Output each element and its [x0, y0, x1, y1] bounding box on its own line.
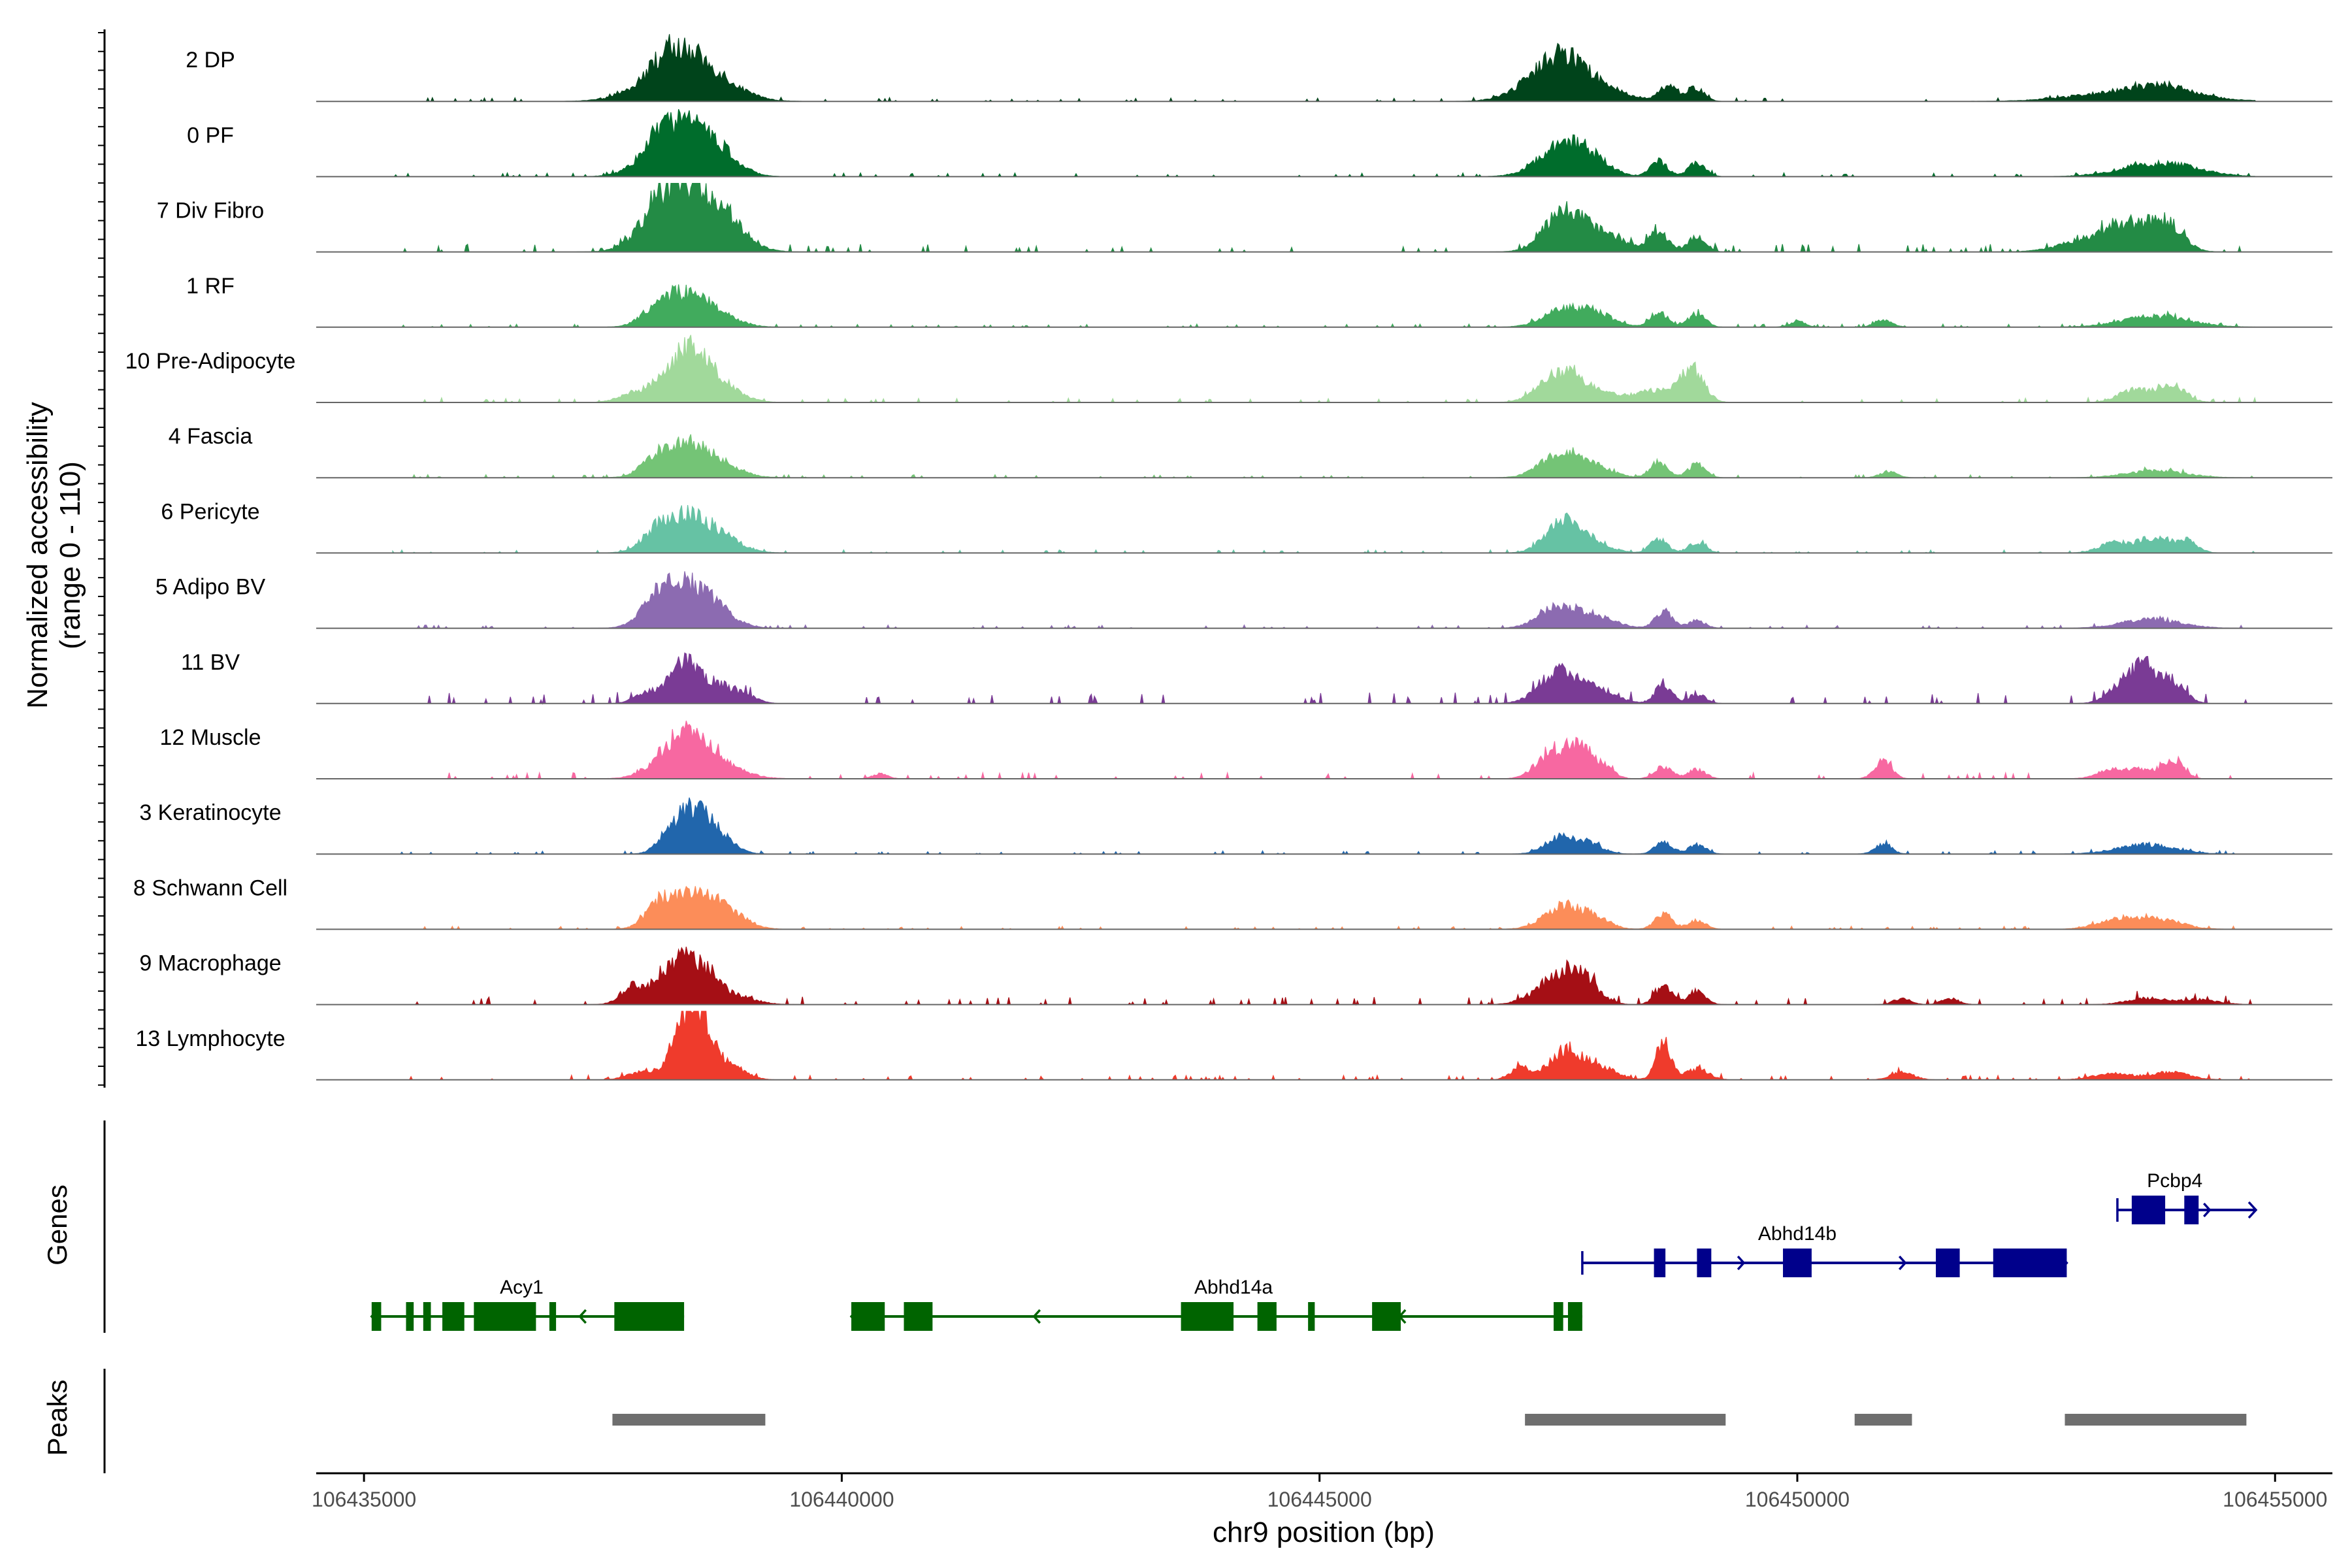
track-label: 10 Pre-Adipocyte	[125, 349, 296, 374]
exon	[1567, 1302, 1582, 1331]
exon	[1697, 1249, 1712, 1277]
gene-acy1: Acy1	[370, 1277, 685, 1331]
track-label: 6 Pericyte	[161, 499, 259, 524]
exon	[2131, 1196, 2166, 1224]
exon	[1257, 1302, 1277, 1331]
peaks-layer	[612, 1414, 2247, 1426]
genes-layer: Acy1 Abhd14a Abhd14b Pcbp4	[370, 1170, 2258, 1331]
track-13-lymphocyte: 13 Lymphocyte	[135, 1011, 2332, 1081]
exon	[1993, 1249, 2067, 1277]
track-label: 13 Lymphocyte	[135, 1026, 285, 1051]
track-0-pf: 0 PF	[187, 108, 2332, 178]
genes-panel-title: Genes	[42, 1184, 73, 1266]
peak-region	[2065, 1414, 2247, 1426]
track-label: 12 Muscle	[160, 725, 261, 750]
track-10-pre-adipocyte: 10 Pre-Adipocyte	[125, 335, 2332, 404]
track-1-rf: 1 RF	[186, 274, 2332, 328]
strand-arrow	[1032, 1309, 1041, 1324]
x-tick-label: 106450000	[1745, 1488, 1850, 1511]
exon	[1372, 1302, 1401, 1331]
x-axis-title: chr9 position (bp)	[1213, 1516, 1435, 1548]
x-tick-label: 106435000	[312, 1488, 416, 1511]
track-label: 5 Adipo BV	[155, 575, 266, 600]
peak-region	[1854, 1414, 1912, 1426]
y-axis-title-line2: (range 0 - 110)	[54, 461, 86, 649]
exon	[1783, 1249, 1812, 1277]
track-4-fascia: 4 Fascia	[169, 424, 2332, 479]
strand-arrow	[1737, 1255, 1746, 1271]
gene-label: Pcbp4	[2147, 1170, 2202, 1192]
exon	[1181, 1302, 1234, 1331]
strand-end-arrow	[2247, 1201, 2258, 1219]
strand-arrow	[1898, 1255, 1907, 1271]
peak-region	[612, 1414, 766, 1426]
track-label: 4 Fascia	[169, 424, 253, 449]
exon	[371, 1302, 382, 1331]
exon	[442, 1302, 465, 1331]
strand-arrow	[2202, 1202, 2212, 1218]
exon	[1308, 1302, 1315, 1331]
exon	[1654, 1249, 1666, 1277]
peak-region	[1525, 1414, 1726, 1426]
tracks-layer: 2 DP 0 PF 7 Div Fibro 1 RF 10 Pre-Adipocyte 4…	[125, 34, 2332, 1081]
exon	[904, 1302, 933, 1331]
x-tick-label: 106440000	[789, 1488, 894, 1511]
exon	[549, 1302, 557, 1331]
peaks-panel-title: Peaks	[42, 1380, 73, 1456]
axes-layer: 106435000 106440000 106445000 106450000 1064…	[98, 29, 2332, 1511]
exon	[614, 1302, 685, 1331]
gene-label: Abhd14a	[1194, 1277, 1273, 1298]
track-label: 2 DP	[186, 48, 235, 73]
track-label: 0 PF	[187, 123, 234, 148]
gene-abhd14a: Abhd14a	[849, 1277, 1582, 1331]
y-axis-title-line1: Normalized accessibility	[22, 402, 54, 708]
track-label: 1 RF	[186, 274, 235, 299]
gene-label: Abhd14b	[1758, 1223, 1837, 1245]
exon	[851, 1302, 885, 1331]
gene-abhd14b: Abhd14b	[1581, 1223, 2068, 1277]
track-8-schwann-cell: 8 Schwann Cell	[133, 875, 2332, 930]
exon	[406, 1302, 414, 1331]
track-11-bv: 11 BV	[181, 650, 2332, 705]
track-label: 3 Keratinocyte	[139, 800, 281, 825]
track-label: 7 Div Fibro	[157, 199, 264, 223]
track-9-macrophage: 9 Macrophage	[139, 946, 2332, 1006]
strand-arrow	[578, 1309, 587, 1324]
exon	[1936, 1249, 1960, 1277]
track-6-pericyte: 6 Pericyte	[161, 499, 2332, 554]
track-label: 11 BV	[181, 650, 240, 675]
x-tick-label: 106455000	[2223, 1488, 2327, 1511]
exon	[2184, 1196, 2199, 1224]
track-5-adipo-bv: 5 Adipo BV	[155, 571, 2332, 629]
gene-pcbp4: Pcbp4	[2116, 1170, 2258, 1224]
exon	[423, 1302, 431, 1331]
gene-label: Acy1	[500, 1277, 544, 1298]
track-7-div-fibro: 7 Div Fibro	[157, 183, 2332, 253]
x-tick-label: 106445000	[1267, 1488, 1372, 1511]
track-label: 9 Macrophage	[139, 951, 281, 976]
track-2-dp: 2 DP	[186, 34, 2332, 103]
exon	[1554, 1302, 1563, 1331]
exon	[474, 1302, 536, 1331]
track-3-keratinocyte: 3 Keratinocyte	[139, 797, 2332, 855]
track-label: 8 Schwann Cell	[133, 875, 287, 900]
track-12-muscle: 12 Muscle	[160, 721, 2332, 780]
